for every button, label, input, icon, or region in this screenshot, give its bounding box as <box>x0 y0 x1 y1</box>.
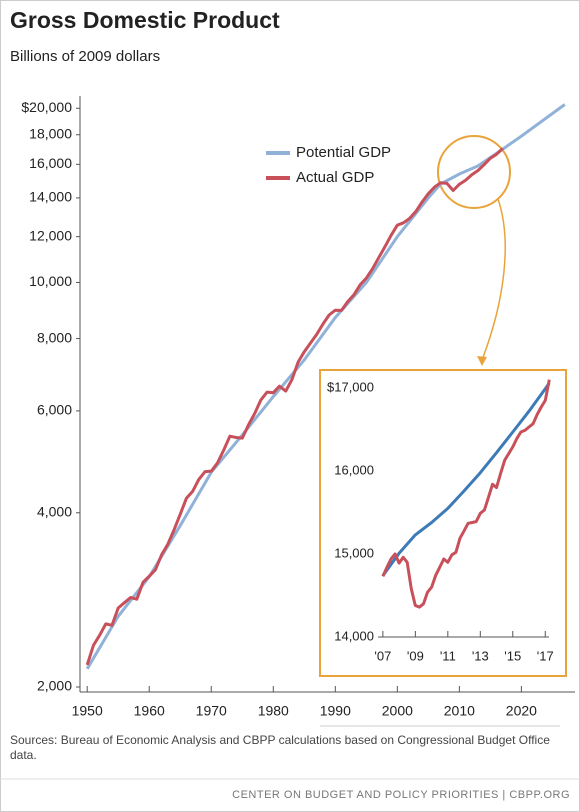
y-tick-label: 12,000 <box>29 227 72 243</box>
callout-arrow <box>481 198 506 361</box>
y-tick-label: 10,000 <box>29 273 72 289</box>
y-tick-label: 4,000 <box>37 503 72 519</box>
series-line <box>381 382 551 577</box>
x-tick-label: '11 <box>440 648 456 663</box>
x-tick-label: '17 <box>537 648 554 663</box>
y-tick-label: 16,000 <box>29 155 72 171</box>
y-tick-label: $20,000 <box>21 99 72 115</box>
sources-box: Sources: Bureau of Economic Analysis and… <box>10 733 550 762</box>
y-tick-label: $17,000 <box>327 379 374 394</box>
sources: Sources: Bureau of Economic Analysis and… <box>10 733 550 762</box>
y-tick-label: 14,000 <box>334 628 374 643</box>
x-tick-label: 1990 <box>320 703 351 719</box>
series-line <box>85 147 504 666</box>
highlight-circle <box>437 135 511 209</box>
inset-frame <box>319 369 567 677</box>
y-tick-label: 14,000 <box>29 189 72 205</box>
x-tick-label: '09 <box>407 648 424 663</box>
x-tick-label: 1950 <box>72 703 103 719</box>
x-tick-label: '15 <box>504 648 521 663</box>
x-tick-label: 2010 <box>444 703 475 719</box>
y-tick-label: 15,000 <box>334 545 374 560</box>
x-tick-label: 2020 <box>506 703 537 719</box>
series-line <box>381 379 551 609</box>
legend-label: Actual GDP <box>296 169 374 186</box>
arrow-head <box>477 356 487 366</box>
x-tick-label: '13 <box>472 648 489 663</box>
y-tick-label: 6,000 <box>37 402 72 418</box>
y-tick-label: 8,000 <box>37 329 72 345</box>
y-tick-label: 16,000 <box>334 462 374 477</box>
chart-title: Gross Domestic Product <box>10 7 280 33</box>
x-tick-label: 1960 <box>134 703 165 719</box>
x-tick-label: 1970 <box>196 703 227 719</box>
y-tick-label: 2,000 <box>37 678 72 694</box>
footer: CENTER ON BUDGET AND POLICY PRIORITIES |… <box>232 789 570 801</box>
subtitle: Billions of 2009 dollars <box>10 48 160 65</box>
x-tick-label: 2000 <box>382 703 413 719</box>
legend-label: Potential GDP <box>296 144 391 161</box>
x-tick-label: 1980 <box>258 703 289 719</box>
y-tick-label: 18,000 <box>29 125 72 141</box>
x-tick-label: '07 <box>374 648 391 663</box>
